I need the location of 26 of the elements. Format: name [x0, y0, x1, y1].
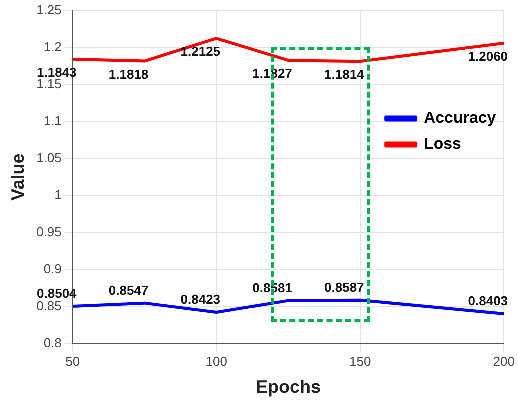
data-label: 0.8423	[180, 292, 221, 308]
y-tick-label: 0.8	[44, 335, 62, 350]
data-label: 1.1818	[108, 66, 149, 82]
data-label: 1.1814	[324, 67, 366, 82]
y-tick-label: 1.25	[36, 2, 62, 18]
data-label: 0.8403	[468, 294, 508, 309]
y-tick-label: 1.05	[36, 150, 62, 166]
data-label: 0.8587	[324, 280, 364, 295]
y-tick-label: 0.95	[36, 224, 62, 240]
y-tick-label: 1.15	[36, 76, 62, 92]
x-tick-label: 150	[350, 354, 372, 370]
y-axis-title: Value	[8, 154, 28, 201]
y-tick-label: 0.85	[36, 298, 62, 314]
data-label: 0.8547	[108, 282, 149, 298]
y-tick-label: 1.1	[44, 113, 62, 128]
x-tick-label: 100	[206, 354, 228, 370]
x-axis-title: Epochs	[256, 377, 322, 398]
x-tick-label: 50	[66, 354, 80, 370]
data-label: 1.2060	[468, 48, 508, 64]
legend-label: Loss	[424, 136, 462, 154]
legend-label: Accuracy	[424, 110, 496, 128]
data-label: 1.2125	[180, 44, 221, 60]
x-tick-label: 200	[493, 354, 516, 370]
y-tick-label: 0.9	[44, 261, 62, 276]
y-tick-label: 1.2	[44, 39, 62, 54]
y-tick-label: 1	[54, 187, 62, 202]
